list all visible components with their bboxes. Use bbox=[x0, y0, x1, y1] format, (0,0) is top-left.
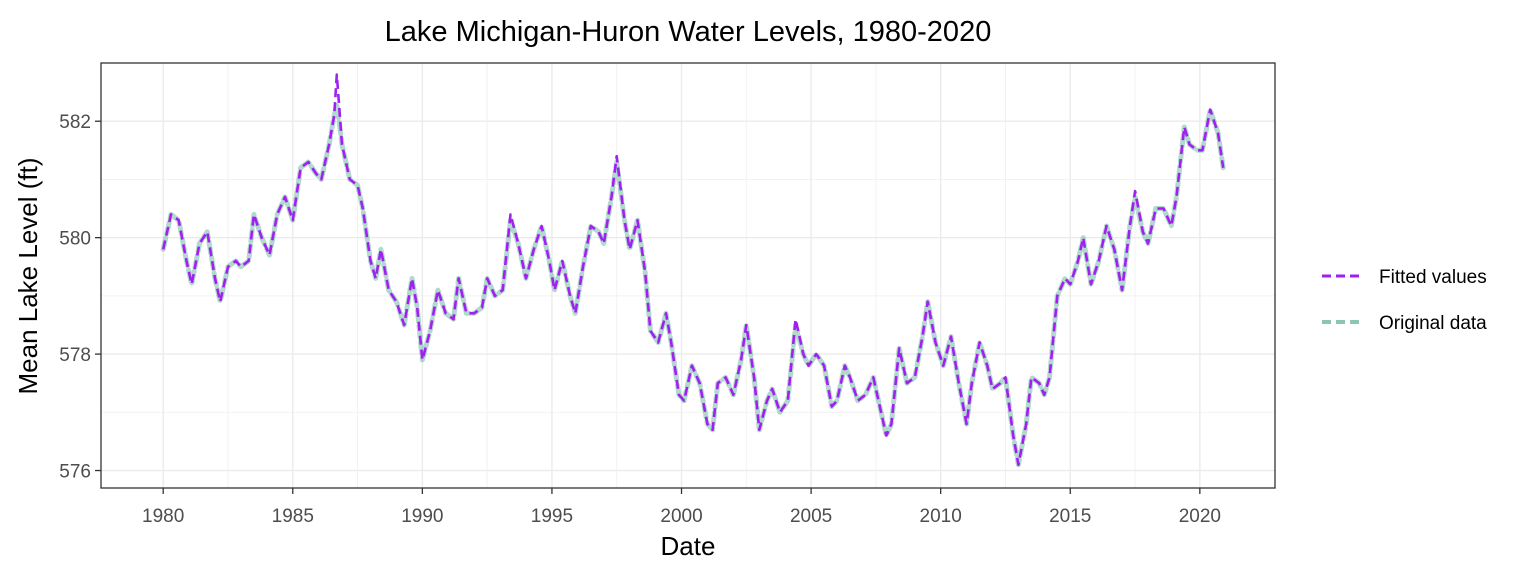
x-axis-title: Date bbox=[661, 531, 716, 561]
x-tick-label: 1980 bbox=[142, 506, 184, 527]
plot-background bbox=[101, 63, 1275, 488]
plot-area bbox=[100, 62, 1276, 489]
y-tick-label: 582 bbox=[59, 112, 91, 133]
x-tick-label: 2020 bbox=[1179, 506, 1221, 527]
legend-label-original: Original data bbox=[1379, 313, 1487, 334]
x-tick-label: 2010 bbox=[920, 506, 962, 527]
legend-label-fitted: Fitted values bbox=[1379, 267, 1487, 288]
x-tick-label: 1990 bbox=[401, 506, 443, 527]
y-tick-label: 578 bbox=[59, 345, 91, 366]
x-tick-label: 2005 bbox=[790, 506, 832, 527]
series-fitted-values-line bbox=[161, 73, 1225, 466]
x-tick-label: 1985 bbox=[272, 506, 314, 527]
series-layer bbox=[160, 73, 1226, 468]
x-tick-label: 2000 bbox=[660, 506, 702, 527]
x-tick-label: 2015 bbox=[1049, 506, 1091, 527]
y-tick-label: 580 bbox=[59, 229, 91, 250]
x-tick-label: 1995 bbox=[531, 506, 573, 527]
plot-border bbox=[100, 62, 1276, 489]
chart-title: Lake Michigan-Huron Water Levels, 1980-2… bbox=[385, 16, 992, 48]
x-axis: 1980 1985 1990 1995 2000 2005 2010 2015 2020 bbox=[142, 488, 1221, 527]
y-axis-title: Mean Lake Level (ft) bbox=[13, 157, 43, 394]
y-axis: 576 578 580 582 bbox=[59, 112, 101, 483]
legend: Fitted values Original data bbox=[1317, 262, 1487, 336]
y-tick-label: 576 bbox=[59, 462, 91, 483]
